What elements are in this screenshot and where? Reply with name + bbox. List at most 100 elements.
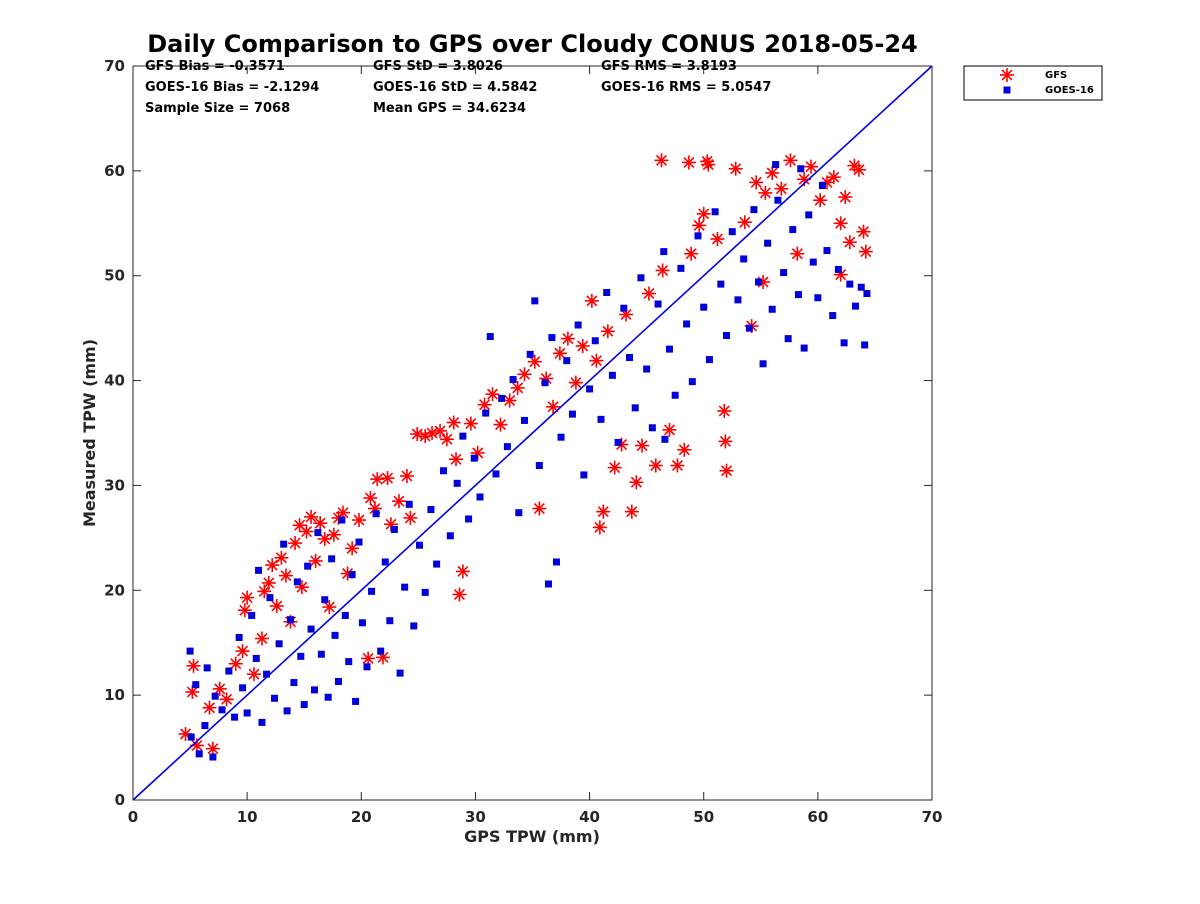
gfs-point: [641, 286, 656, 301]
gfs-point: [749, 175, 764, 190]
ticks-layer: 0 10 20 30 40 50 60 70 0 10 20 30 40 50 60 70: [104, 57, 942, 826]
y-axis-label: Measured TPW (mm): [80, 339, 99, 527]
legend-asterisk-icon: [1000, 68, 1014, 82]
goes16-point: [745, 324, 753, 332]
gfs-point: [363, 491, 378, 506]
gfs-point: [455, 564, 470, 579]
goes16-point: [834, 265, 842, 273]
x-tick-label: 70: [922, 808, 943, 826]
gfs-point: [370, 472, 385, 487]
goes16-point: [248, 611, 256, 619]
goes16-point: [372, 510, 380, 518]
gfs-point: [851, 162, 866, 177]
one-to-one-reference-line: [132, 65, 933, 801]
points-layer: [178, 153, 873, 761]
goes16-point: [648, 424, 656, 432]
goes16-point: [591, 337, 599, 345]
gfs-point: [240, 590, 255, 605]
gfs-point: [352, 513, 367, 528]
goes16-point: [348, 571, 356, 579]
goes16-point: [683, 320, 691, 328]
gfs-point: [439, 432, 454, 447]
goes16-point: [358, 619, 366, 627]
goes16-point: [498, 394, 506, 402]
goes16-point: [597, 415, 605, 423]
goes16-point: [459, 432, 467, 440]
gfs-point: [299, 524, 314, 539]
gfs-point: [728, 161, 743, 176]
goes16-point: [580, 471, 588, 479]
goes16-point: [476, 493, 484, 501]
gfs-point: [813, 193, 828, 208]
stat-gfs-std: GFS StD = 3.8026: [373, 59, 503, 74]
goes16-point: [186, 647, 194, 655]
gfs-point: [833, 216, 848, 231]
goes16-point: [324, 693, 332, 701]
gfs-point: [345, 541, 360, 556]
goes16-point: [541, 379, 549, 387]
goes16-point: [410, 622, 418, 630]
gfs-point: [700, 154, 715, 169]
gfs-point: [546, 399, 561, 414]
goes16-point: [271, 694, 279, 702]
gfs-point: [485, 387, 500, 402]
goes16-point: [439, 467, 447, 475]
gfs-point: [403, 510, 418, 525]
gfs-point: [219, 692, 234, 707]
goes16-point: [266, 594, 274, 602]
goes16-point: [563, 357, 571, 365]
goes16-point: [492, 470, 500, 478]
goes16-point: [363, 663, 371, 671]
gfs-point: [212, 681, 227, 696]
goes16-point: [427, 506, 435, 514]
gfs-point: [648, 458, 663, 473]
goes16-point: [304, 562, 312, 570]
goes16-point: [568, 410, 576, 418]
gfs-point: [202, 700, 217, 715]
gfs-point: [790, 246, 805, 261]
goes16-point: [209, 753, 217, 761]
goes16-point: [300, 701, 308, 709]
goes16-point: [255, 566, 263, 574]
goes16-point: [755, 278, 763, 286]
gfs-point: [265, 558, 280, 573]
goes16-point: [526, 350, 534, 358]
goes16-point: [789, 226, 797, 234]
stat-mean-gps: Mean GPS = 34.6234: [373, 101, 527, 116]
chart-title: Daily Comparison to GPS over Cloudy CONU…: [147, 30, 918, 58]
goes16-point: [552, 558, 560, 566]
gfs-point: [269, 599, 284, 614]
goes16-point: [677, 264, 685, 272]
goes16-point: [661, 435, 669, 443]
gfs-point: [235, 644, 250, 659]
gfs-point: [391, 494, 406, 509]
goes16-point: [310, 686, 318, 694]
gfs-point: [696, 206, 711, 221]
gfs-point: [607, 460, 622, 475]
goes16-point: [774, 196, 782, 204]
goes16-point: [239, 684, 247, 692]
goes16-point: [515, 509, 523, 517]
gfs-point: [826, 170, 841, 185]
goes16-point: [280, 540, 288, 548]
goes16-point: [660, 248, 668, 256]
goes16-point: [784, 335, 792, 343]
goes16-point: [574, 321, 582, 329]
goes16-point: [386, 617, 394, 625]
goes16-point: [334, 678, 342, 686]
gfs-point: [313, 516, 328, 531]
goes16-point: [235, 633, 243, 641]
gfs-point: [635, 438, 650, 453]
goes16-point: [688, 378, 696, 386]
goes16-point: [861, 341, 869, 349]
gfs-point: [326, 527, 341, 542]
gfs-point: [681, 155, 696, 170]
stat-goes-bias: GOES-16 Bias = -2.1294: [145, 80, 320, 95]
gfs-point: [510, 380, 525, 395]
goes16-point: [263, 670, 271, 678]
gfs-point: [858, 244, 873, 259]
goes16-point: [317, 650, 325, 658]
goes16-point: [509, 376, 517, 384]
gfs-point: [254, 631, 269, 646]
goes16-point: [694, 232, 702, 240]
